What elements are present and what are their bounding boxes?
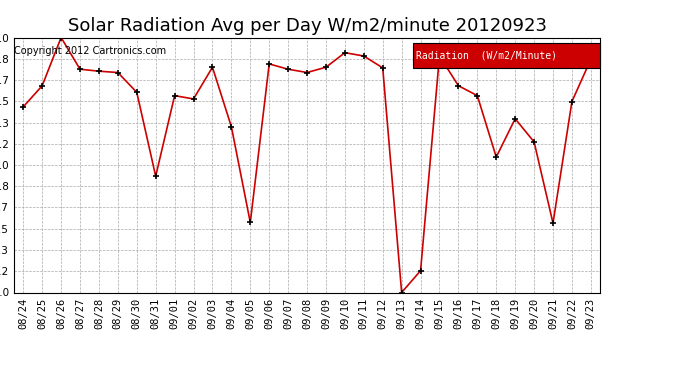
Title: Solar Radiation Avg per Day W/m2/minute 20120923: Solar Radiation Avg per Day W/m2/minute … [68,16,546,34]
FancyBboxPatch shape [413,43,600,68]
Text: Copyright 2012 Cartronics.com: Copyright 2012 Cartronics.com [14,46,166,56]
Text: Radiation  (W/m2/Minute): Radiation (W/m2/Minute) [415,50,557,60]
